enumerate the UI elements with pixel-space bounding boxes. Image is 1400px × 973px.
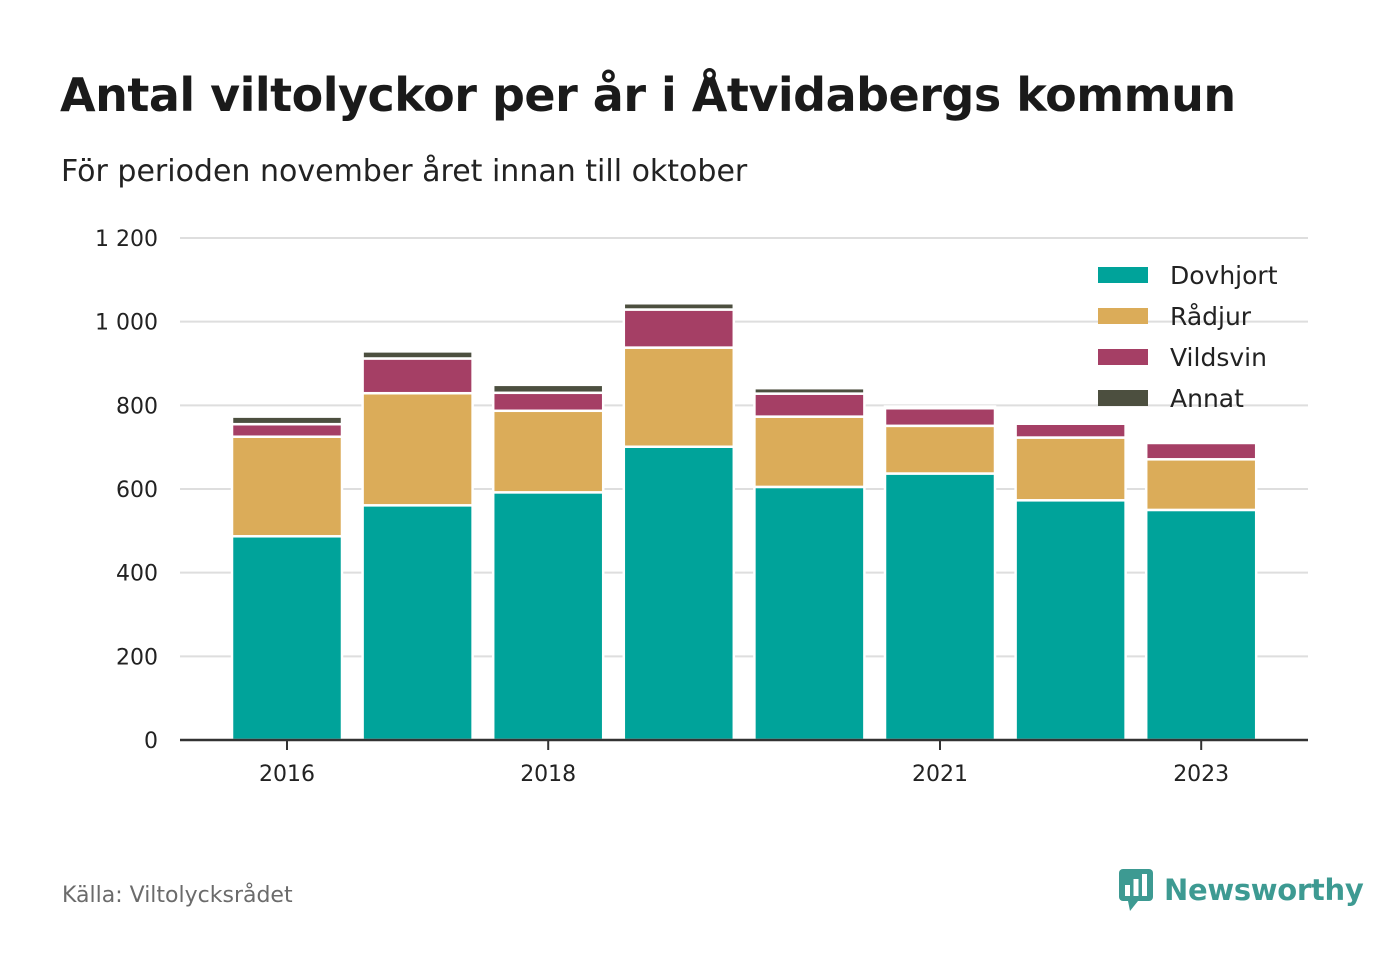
x-axis: 2016 2018 2021 2023 (180, 738, 1308, 787)
y-tick-label: 800 (116, 394, 158, 419)
bar-segment-rådjur (230, 435, 344, 538)
bar-segment-dovhjort (491, 491, 605, 742)
bar-stack-2017 (361, 350, 474, 742)
y-tick-label: 1 000 (95, 311, 158, 336)
bar-segment-annat (361, 350, 474, 360)
bar-stack-2018 (491, 383, 605, 742)
legend-item-vildsvin: Vildsvin (1098, 343, 1267, 372)
bar-segment-vildsvin (753, 392, 866, 418)
newsworthy-logo-icon (1119, 869, 1153, 911)
bar-groups (230, 302, 1258, 742)
bar-segment-rådjur (883, 424, 997, 475)
bar-segment-rådjur (1014, 436, 1127, 502)
bar-stack-2022 (1014, 422, 1127, 742)
grid-lines (180, 237, 1308, 658)
bar-segment-vildsvin (361, 357, 474, 395)
bar-segment-dovhjort (1144, 508, 1258, 742)
bar-stack-2021 (883, 405, 997, 742)
bar-segment-annat (230, 415, 344, 426)
bar-segment-rådjur (361, 391, 474, 507)
bar-stack-2020 (753, 386, 866, 742)
legend-swatch (1098, 390, 1148, 406)
bar-segment-annat (622, 302, 736, 311)
x-tick-label: 2021 (912, 762, 968, 787)
bar-segment-dovhjort (230, 535, 344, 742)
bar-stack-2019 (622, 302, 736, 742)
brand-name: Newsworthy (1164, 873, 1364, 907)
bar-segment-vildsvin (622, 308, 736, 349)
bar-segment-rådjur (491, 409, 605, 494)
y-tick-label: 600 (116, 478, 158, 503)
bar-stack-2023 (1144, 441, 1258, 742)
bar-segment-vildsvin (1144, 441, 1258, 461)
bar-segment-dovhjort (883, 472, 997, 742)
source-note: Källa: Viltolycksrådet (62, 883, 293, 908)
legend-item-rådjur: Rådjur (1098, 302, 1252, 331)
bar-stack-2016 (230, 415, 344, 742)
bar-segment-annat (883, 405, 997, 410)
bar-segment-vildsvin (883, 407, 997, 428)
y-tick-label: 1 200 (95, 227, 158, 252)
bar-segment-rådjur (753, 415, 866, 489)
y-tick-label: 0 (144, 729, 158, 754)
bar-segment-rådjur (1144, 458, 1258, 512)
bar-segment-annat (491, 383, 605, 395)
bar-segment-dovhjort (361, 504, 474, 742)
x-tick-label: 2018 (520, 762, 576, 787)
legend-label: Vildsvin (1170, 343, 1267, 372)
chart-subtitle: För perioden november året innan till ok… (61, 154, 748, 189)
bar-segment-dovhjort (753, 485, 866, 742)
y-axis: 0 200 400 600 800 1 000 1 200 (95, 227, 158, 754)
legend-item-dovhjort: Dovhjort (1098, 261, 1278, 290)
legend-swatch (1098, 349, 1148, 365)
legend-swatch (1098, 267, 1148, 283)
bar-segment-dovhjort (1014, 499, 1127, 742)
brand-logo: Newsworthy (1118, 868, 1364, 912)
x-tick-label: 2016 (259, 762, 315, 787)
y-tick-label: 400 (116, 562, 158, 587)
bar-segment-rådjur (622, 346, 736, 448)
legend-swatch (1098, 308, 1148, 324)
bar-segment-vildsvin (230, 422, 344, 438)
legend-item-annat: Annat (1098, 384, 1244, 413)
chart-title: Antal viltolyckor per år i Åtvidabergs k… (60, 68, 1236, 122)
legend-label: Dovhjort (1170, 261, 1278, 290)
legend: Dovhjort Rådjur Vildsvin Annat (1098, 261, 1278, 413)
bar-segment-vildsvin (1014, 422, 1127, 439)
y-tick-label: 200 (116, 645, 158, 670)
x-tick-label: 2023 (1173, 762, 1229, 787)
bar-segment-vildsvin (491, 391, 605, 413)
legend-label: Rådjur (1170, 302, 1252, 331)
legend-label: Annat (1170, 384, 1244, 413)
bar-segment-dovhjort (622, 445, 736, 742)
bar-segment-annat (753, 386, 866, 395)
